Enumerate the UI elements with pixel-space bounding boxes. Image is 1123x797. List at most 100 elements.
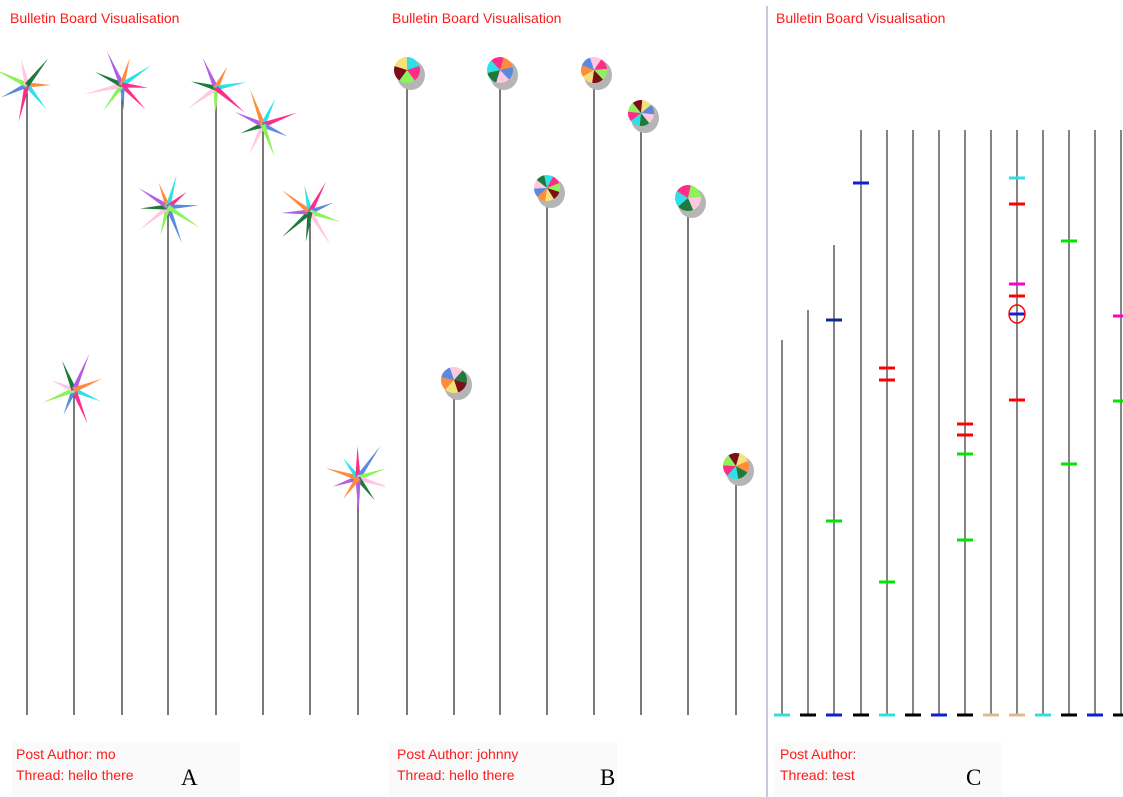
post-info-box: Post Author: johnny Thread: hello there bbox=[389, 742, 617, 797]
star-spike bbox=[307, 181, 326, 214]
star-spike bbox=[190, 81, 217, 91]
star-spike bbox=[355, 446, 361, 479]
star-spike bbox=[119, 84, 125, 110]
pie-slice bbox=[590, 57, 602, 70]
star-spike bbox=[304, 185, 313, 213]
post-glyph bbox=[487, 57, 518, 90]
post-glyph bbox=[84, 51, 152, 111]
post-glyph bbox=[281, 181, 341, 246]
post-glyph bbox=[628, 100, 659, 133]
pie-slice bbox=[500, 57, 513, 70]
pie-slice bbox=[582, 70, 594, 83]
star-spike bbox=[106, 51, 125, 87]
pie-slice bbox=[641, 104, 654, 115]
panel-title: Bulletin Board Visualisation bbox=[10, 10, 180, 26]
selected-post-ring bbox=[1008, 304, 1026, 324]
star-spike bbox=[261, 122, 288, 137]
pie-slice bbox=[537, 188, 547, 201]
pie-slice bbox=[678, 198, 694, 211]
star-spike bbox=[95, 71, 124, 88]
thread-label: Thread: hello there bbox=[16, 767, 134, 783]
pie-slice bbox=[547, 176, 560, 188]
star-spike bbox=[72, 387, 101, 402]
star-spike bbox=[355, 477, 361, 513]
pie-slice bbox=[547, 183, 560, 193]
thread-label: Thread: test bbox=[780, 767, 855, 783]
star-spike bbox=[214, 86, 245, 113]
post-author-label: Post Author: mo bbox=[16, 746, 116, 762]
star-spike bbox=[202, 57, 219, 90]
star-spike bbox=[281, 189, 312, 215]
star-spike bbox=[27, 82, 51, 88]
star-spike bbox=[357, 475, 385, 487]
post-glyph bbox=[234, 89, 297, 157]
pie-slice bbox=[675, 191, 688, 207]
star-spike bbox=[73, 378, 102, 393]
pie-slice bbox=[628, 111, 641, 122]
star-spike bbox=[140, 204, 169, 210]
panel-c: Bulletin Board Visualisation Post Author… bbox=[766, 0, 1123, 797]
star-spike bbox=[234, 111, 265, 128]
star-spike bbox=[18, 84, 30, 123]
star-spike bbox=[119, 58, 130, 86]
panel-a: Bulletin Board Visualisation Post Author… bbox=[0, 0, 385, 797]
star-spike bbox=[215, 82, 247, 91]
pie-slice bbox=[399, 70, 415, 83]
pie-slice bbox=[487, 60, 500, 73]
star-spike bbox=[138, 187, 170, 210]
star-spike bbox=[160, 206, 171, 236]
post-glyph bbox=[534, 175, 565, 208]
pie-slice bbox=[727, 466, 739, 479]
thread-visualisation[interactable] bbox=[766, 0, 1123, 797]
pie-slice bbox=[454, 380, 467, 393]
pie-slice bbox=[500, 67, 513, 80]
star-spike bbox=[62, 360, 77, 391]
post-author-label: Post Author: johnny bbox=[397, 746, 519, 762]
star-spike bbox=[139, 204, 170, 231]
post-glyph bbox=[675, 185, 706, 218]
pie-slice bbox=[441, 367, 454, 380]
pie-slice bbox=[592, 70, 603, 84]
star-spike bbox=[355, 446, 381, 480]
star-spike bbox=[120, 65, 152, 88]
pie-slice bbox=[547, 188, 560, 200]
star-spike bbox=[20, 58, 30, 86]
star-spike bbox=[249, 123, 266, 155]
star-spike bbox=[121, 82, 148, 88]
pie-slice bbox=[449, 367, 463, 380]
star-spike bbox=[357, 468, 385, 481]
star-spike bbox=[120, 83, 146, 110]
pie-slice bbox=[407, 57, 420, 70]
pie-slice bbox=[594, 68, 607, 80]
star-spike bbox=[343, 476, 361, 500]
panel-letter: C bbox=[966, 765, 982, 790]
pie-slice bbox=[534, 188, 547, 197]
star-spike bbox=[309, 209, 341, 222]
panel-letter: A bbox=[181, 765, 198, 790]
star-spike bbox=[63, 388, 77, 415]
post-info-box: Post Author: Thread: test bbox=[774, 742, 1002, 797]
star-spike bbox=[165, 206, 182, 244]
pie-slice bbox=[544, 175, 554, 188]
panel-b: Bulletin Board Visualisation Post Author… bbox=[385, 0, 768, 797]
pie-slice bbox=[394, 57, 407, 70]
pie-slice bbox=[407, 65, 420, 81]
post-glyph bbox=[42, 354, 102, 424]
post-glyph bbox=[394, 57, 425, 90]
pie-slice bbox=[641, 113, 654, 124]
star-spike bbox=[355, 476, 375, 501]
star-spike bbox=[262, 112, 297, 128]
pie-slice bbox=[688, 185, 701, 198]
star-spike bbox=[281, 210, 312, 238]
post-glyph bbox=[581, 57, 612, 90]
pie-slice bbox=[628, 102, 641, 113]
star-spike bbox=[42, 387, 75, 403]
star-spike bbox=[281, 209, 311, 215]
pie-slice bbox=[545, 188, 554, 201]
pie-slice bbox=[630, 113, 641, 126]
pie-slice bbox=[676, 185, 691, 198]
post-glyph bbox=[138, 175, 200, 244]
thread-visualisation[interactable] bbox=[0, 0, 385, 797]
pie-slice bbox=[688, 196, 701, 210]
thread-visualisation[interactable] bbox=[385, 0, 768, 797]
